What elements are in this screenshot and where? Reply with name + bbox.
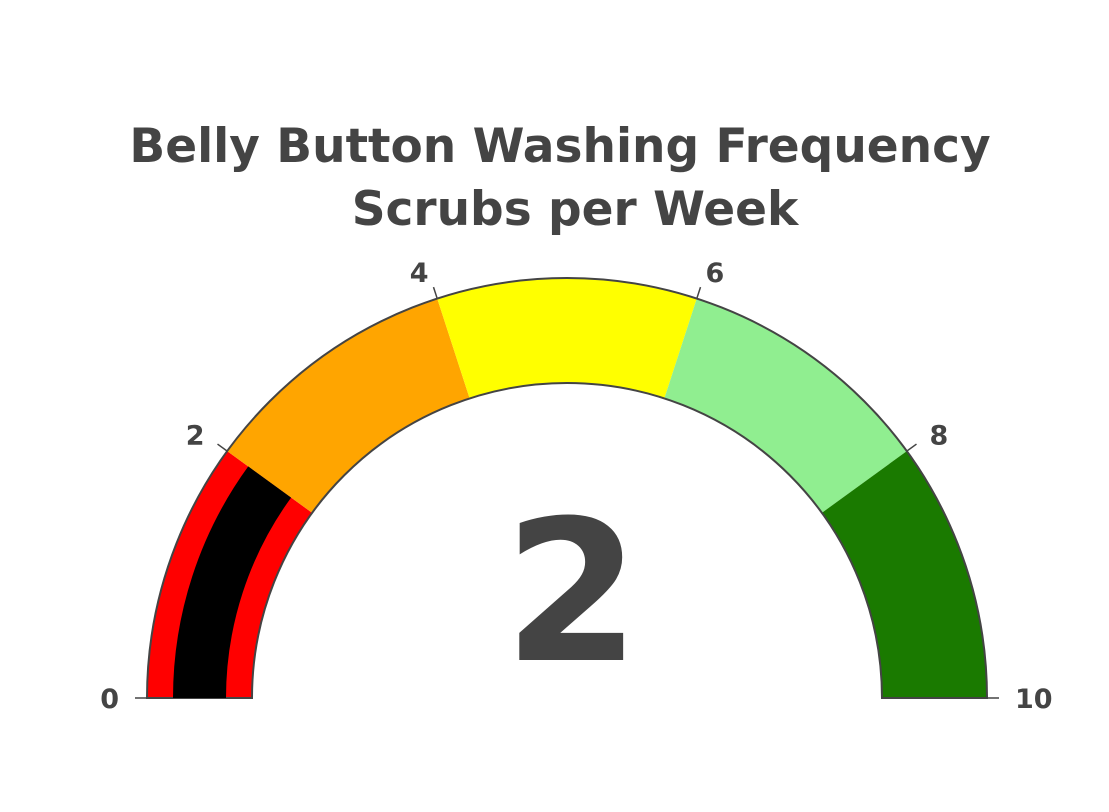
gauge-step-1 [227,298,470,513]
gauge-tick-labels: 0 2 4 6 8 10 [100,258,1052,715]
gauge-outline [145,277,989,699]
gauge-value-number: 2 [504,479,640,707]
gauge-tick-4 [432,286,438,299]
gauge-ticks [135,286,999,699]
gauge-tick-label-2: 2 [186,421,205,452]
chart-title-line-1: Belly Button Washing Frequency [129,119,990,174]
gauge-tick-label-8: 8 [929,421,948,452]
gauge-step-2 [437,278,697,399]
gauge-tick-8 [906,443,917,452]
gauge-value-bar-group [173,466,292,698]
gauge-tick-label-0: 0 [100,684,119,715]
gauge-step-4 [821,451,987,698]
gauge-tick-label-6: 6 [705,258,724,289]
gauge-value-bar [173,466,292,698]
gauge-tick-label-10: 10 [1015,684,1053,715]
chart-title-line-2: Scrubs per Week [352,182,800,237]
gauge-tick-2 [217,443,228,452]
gauge-step-3 [664,298,907,513]
gauge-tick-6 [696,286,702,299]
gauge-tick-label-4: 4 [410,258,429,289]
